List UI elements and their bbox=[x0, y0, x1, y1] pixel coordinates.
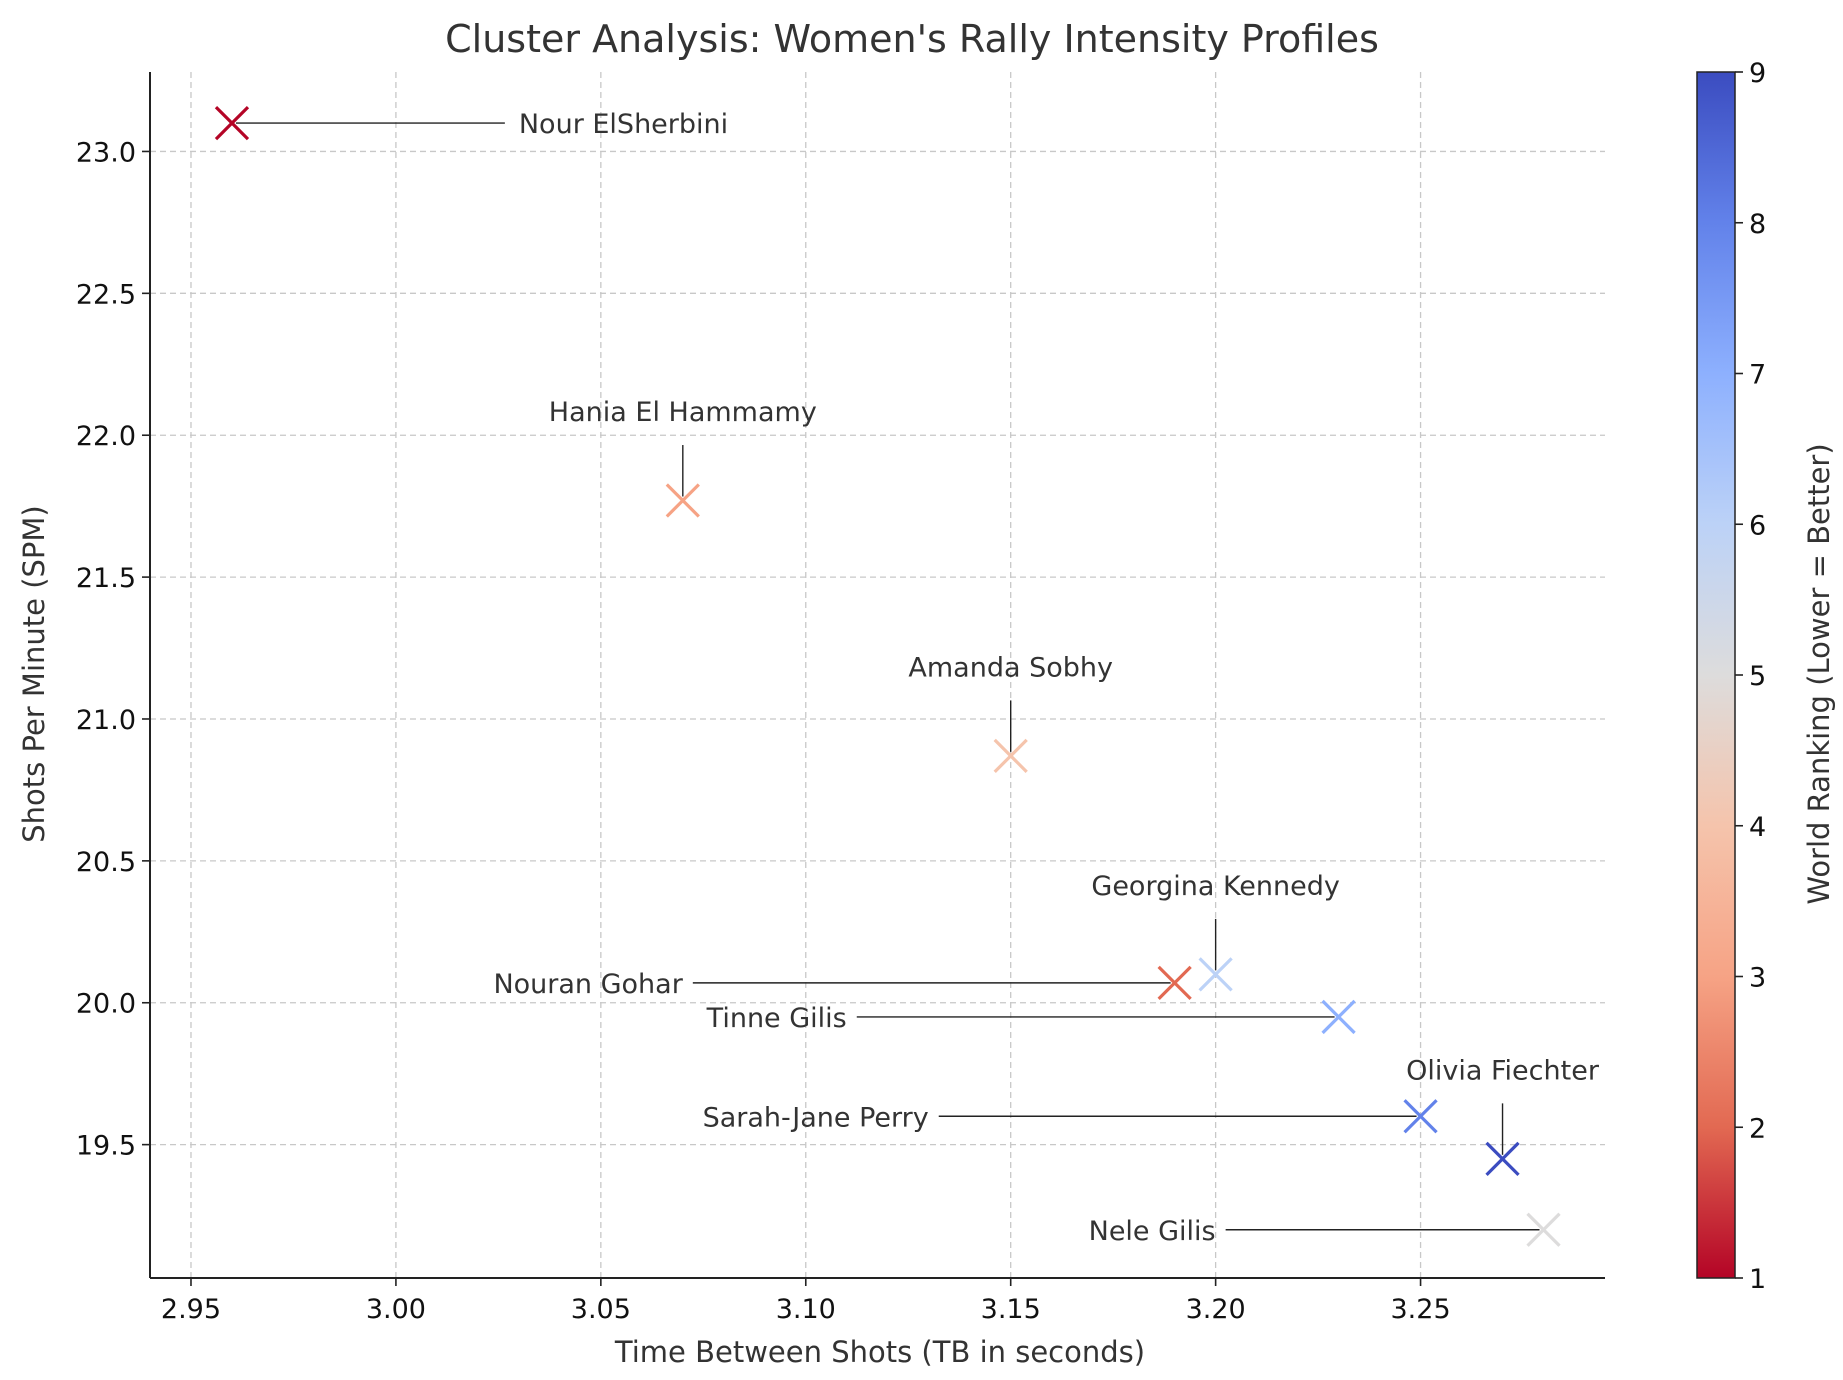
colorbar-tick-label: 8 bbox=[1749, 209, 1766, 240]
y-tick-label: 21.0 bbox=[76, 705, 136, 736]
point-label: Nouran Gohar bbox=[493, 969, 683, 1000]
point-label: Amanda Sobhy bbox=[908, 652, 1113, 683]
data-point-marker bbox=[1485, 1141, 1520, 1176]
colorbar-scale bbox=[1696, 71, 1736, 1279]
x-tick-label: 3.20 bbox=[1186, 1294, 1246, 1325]
point-label: Georgina Kennedy bbox=[1091, 871, 1340, 902]
point-label: Hania El Hammamy bbox=[549, 397, 817, 428]
y-axis-label: Shots Per Minute (SPM) bbox=[17, 505, 51, 842]
data-point-marker bbox=[214, 105, 250, 141]
point-label: Sarah-Jane Perry bbox=[703, 1102, 929, 1133]
marker-stroke bbox=[1403, 1099, 1438, 1134]
chart-title: Cluster Analysis: Women's Rally Intensit… bbox=[445, 17, 1379, 61]
axes: 2.95 3.00 3.05 3.10 3.15 3.20 3.25 19.5 20.0 20.5… bbox=[76, 72, 1605, 1325]
marker-stroke bbox=[1157, 965, 1192, 1001]
colorbar-tick-label: 4 bbox=[1749, 812, 1766, 843]
data-point-marker bbox=[993, 738, 1028, 774]
x-tick-label: 3.10 bbox=[776, 1294, 836, 1325]
marker-stroke bbox=[1321, 999, 1356, 1035]
x-tick-label: 3.25 bbox=[1391, 1294, 1451, 1325]
point-label: Nele Gilis bbox=[1089, 1216, 1216, 1247]
marker-stroke bbox=[1198, 957, 1233, 992]
marker-stroke bbox=[1526, 1212, 1561, 1247]
colorbar-tick-label: 2 bbox=[1749, 1113, 1766, 1144]
y-tick-label: 20.5 bbox=[76, 847, 136, 878]
point-label: Olivia Fiechter bbox=[1406, 1055, 1600, 1086]
colorbar-label: World Ranking (Lower = Better) bbox=[1802, 443, 1836, 904]
marker-stroke bbox=[665, 483, 700, 518]
y-tick-label: 22.5 bbox=[76, 279, 136, 310]
y-tick-label: 21.5 bbox=[76, 563, 136, 594]
colorbar-tick-label: 7 bbox=[1749, 360, 1766, 391]
colorbar: 1 2 3 4 5 6 7 8 9 bbox=[1696, 58, 1766, 1295]
y-tick-label: 19.5 bbox=[76, 1131, 136, 1162]
marker-stroke bbox=[1485, 1141, 1520, 1176]
point-label: Nour ElSherbini bbox=[519, 109, 728, 140]
x-tick-label: 3.15 bbox=[981, 1294, 1041, 1325]
colorbar-tick-label: 5 bbox=[1749, 661, 1766, 692]
point-label: Tinne Gilis bbox=[706, 1003, 847, 1034]
data-point-marker bbox=[1403, 1099, 1438, 1134]
y-tick-label: 22.0 bbox=[76, 421, 136, 452]
annotations: Nour ElSherbini Nouran Gohar Hania El Hamm… bbox=[235, 109, 1600, 1247]
data-points bbox=[214, 105, 1561, 1247]
grid bbox=[150, 72, 1605, 1278]
x-tick-label: 3.00 bbox=[366, 1294, 426, 1325]
marker-stroke bbox=[993, 738, 1028, 774]
data-point-marker bbox=[1157, 965, 1192, 1001]
marker-stroke bbox=[214, 105, 250, 141]
x-axis-label: Time Between Shots (TB in seconds) bbox=[614, 1335, 1145, 1369]
y-tick-label: 23.0 bbox=[76, 137, 136, 168]
data-point-marker bbox=[1198, 957, 1233, 992]
colorbar-tick-label: 1 bbox=[1749, 1264, 1766, 1295]
data-point-marker bbox=[665, 483, 700, 518]
data-point-marker bbox=[1526, 1212, 1561, 1247]
colorbar-tick-label: 6 bbox=[1749, 510, 1766, 541]
x-tick-label: 3.05 bbox=[571, 1294, 631, 1325]
y-tick-label: 20.0 bbox=[76, 989, 136, 1020]
colorbar-tick-label: 9 bbox=[1749, 58, 1766, 89]
data-point-marker bbox=[1321, 999, 1356, 1035]
colorbar-tick-label: 3 bbox=[1749, 963, 1766, 994]
x-tick-label: 2.95 bbox=[161, 1294, 221, 1325]
